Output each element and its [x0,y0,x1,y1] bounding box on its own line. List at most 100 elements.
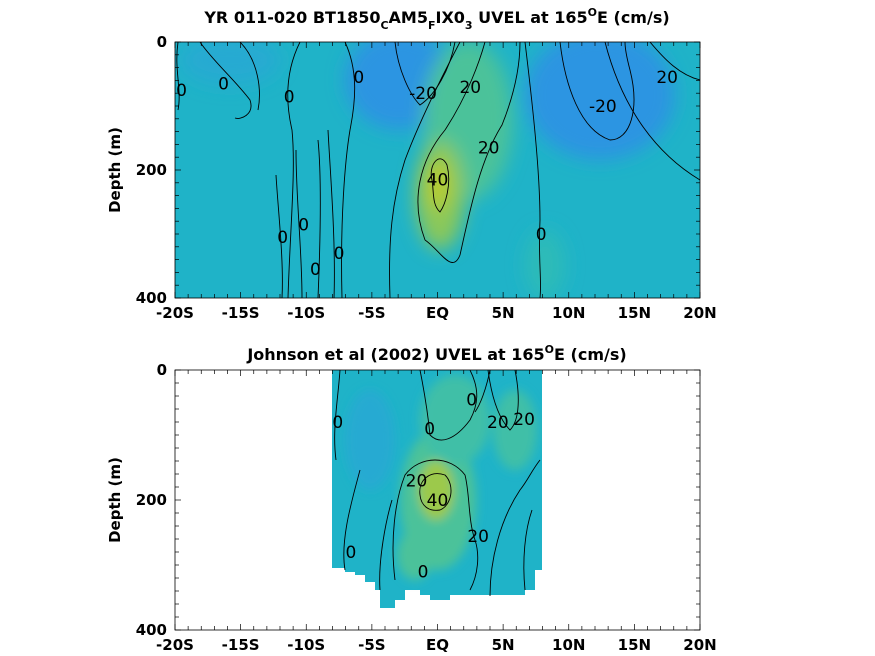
contour-label: 0 [466,390,477,410]
contour-zero-north-1 [524,42,542,298]
x-tick-label: -15S [222,636,260,654]
x-tick-label: 20N [683,636,716,654]
x-tick-label: 15N [618,636,651,654]
contour-label: 20 [478,139,500,159]
field-positive-upper [420,375,490,465]
contour-zero-north-2 [604,42,700,181]
contour-label: 0 [353,68,364,88]
x-tick-label: 15N [618,304,651,322]
x-tick-label: -20S [156,636,194,654]
contour-zero-mid-2 [275,174,283,298]
x-tick-label: -10S [287,636,325,654]
x-tick-label: -15S [222,304,260,322]
contour-zero-mid-1 [287,42,301,298]
contour-label: 20 [487,413,509,433]
panel-top-x-ticks: -20S -15S -10S -5S EQ 5N 10N 15N 20N [156,42,717,322]
contour-label: 0 [284,87,295,107]
contour-label: 0 [176,81,187,101]
field-positive-north [493,390,537,470]
x-tick-label: 20N [683,304,716,322]
contour-zero-south [334,370,341,461]
contour-label: 0 [424,420,435,440]
contour-zero-north-3 [649,42,700,81]
contour-zero-south-1 [176,42,180,111]
contour-pos20-jet [417,42,521,263]
contour-label: 20 [459,78,481,98]
contour-label: 20 [513,410,535,430]
contour-label: -20 [409,84,437,104]
field-negative-core-north [525,42,675,160]
x-tick-label: EQ [426,304,449,322]
field-positive-flank [525,230,565,298]
contour-label: 0 [310,260,321,280]
contour-zero-south-2 [199,42,252,119]
contour-pos20-outer [392,459,479,591]
contour-label: 40 [427,491,449,511]
panel-bottom-contours [334,370,541,597]
panel-bottom-field [332,370,542,608]
contour-label: 40 [427,171,449,191]
contour-zero-eq [389,42,461,298]
field-positive-peak [426,160,450,210]
x-tick-label: EQ [426,636,449,654]
panel-bottom-title: Johnson et al (2002) UVEL at 165OE (cm/s… [246,343,626,364]
contour-label: 20 [406,472,428,492]
contour-zero-lower-3 [489,459,541,597]
panel-top-y-axis-label: Depth (m) [106,127,124,213]
y-tick-label: 400 [136,621,167,639]
contour-label: 20 [656,68,678,88]
contour-label: 0 [334,244,345,264]
contour-neg20-north [559,42,635,141]
contour-label: -20 [589,97,617,117]
contour-label: 0 [536,225,547,245]
contour-label: 0 [332,413,343,433]
contour-zero-mid-4 [317,139,321,298]
contour-zero-mid-6 [341,42,356,298]
x-tick-label: 10N [552,304,585,322]
field-negative-south [345,390,395,490]
y-tick-label: 0 [157,361,167,379]
y-tick-label: 200 [136,161,167,179]
x-tick-label: 10N [552,636,585,654]
panel-top-title: YR 011-020 BT1850CAM5FIX03 UVEL at 165OE… [203,6,669,32]
x-tick-label: -5S [358,304,385,322]
contour-neg20-center [394,42,456,106]
x-tick-label: -20S [156,304,194,322]
panel-bottom-x-ticks: -20S -15S -10S -5S EQ 5N 10N 15N 20N [156,370,717,654]
x-tick-label: 5N [492,636,515,654]
contour-zero-mid-3 [295,149,303,298]
contour-label: 0 [418,563,429,583]
panel-bottom-y-axis-label: Depth (m) [106,457,124,543]
y-tick-label: 200 [136,491,167,509]
contour-pos40 [430,158,450,213]
contour-label: 0 [345,543,356,563]
panel-bottom: Johnson et al (2002) UVEL at 165OE (cm/s… [106,343,717,654]
y-tick-label: 0 [157,33,167,51]
panel-top: YR 011-020 BT1850CAM5FIX03 UVEL at 165OE… [106,6,717,322]
panel-top-field [175,42,700,298]
contour-pos20-north [487,370,519,431]
field-positive-lower [397,530,433,580]
contour-label: 0 [218,75,229,95]
contour-zero-upper [419,370,478,441]
x-tick-label: 5N [492,304,515,322]
x-tick-label: -10S [287,304,325,322]
field-negative-south [180,42,280,85]
contour-zero-lower-4 [523,509,533,591]
contour-zero-lower-1 [343,469,361,571]
panel-top-contours [176,42,700,298]
x-tick-label: -5S [358,636,385,654]
contour-label: 20 [467,527,489,547]
contour-zero-lower-2 [379,499,393,591]
contour-label: 0 [277,228,288,248]
contour-label: 0 [298,215,309,235]
contour-zero-south-3 [239,42,260,111]
y-tick-label: 400 [136,289,167,307]
contour-pos40 [419,473,452,511]
contour-zero-mid-5 [327,129,335,298]
